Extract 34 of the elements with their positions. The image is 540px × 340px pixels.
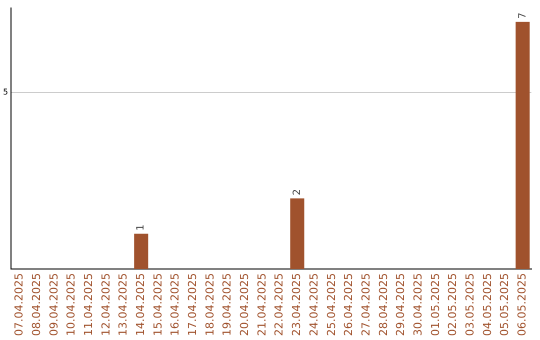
x-tick-label: 26.04.2025 — [342, 273, 356, 336]
x-tick-label: 06.05.2025 — [516, 273, 529, 336]
x-tick-label: 03.05.2025 — [464, 273, 476, 336]
x-tick-label: 11.04.2025 — [82, 273, 95, 336]
x-tick-label: 29.04.2025 — [394, 273, 408, 336]
x-tick-label: 25.04.2025 — [324, 273, 338, 336]
x-tick-label: 20.04.2025 — [238, 273, 252, 336]
x-tick-label: 04.05.2025 — [480, 273, 494, 336]
x-tick-label: 21.04.2025 — [255, 273, 268, 336]
x-tick-label: 09.04.2025 — [47, 273, 60, 336]
x-tick-label: 14.04.2025 — [134, 273, 148, 336]
x-tick-label: 27.04.2025 — [359, 273, 372, 336]
x-tick-label: 15.04.2025 — [151, 273, 164, 336]
data-label: 2 — [292, 189, 303, 196]
x-tick-label: 02.05.2025 — [446, 273, 460, 336]
x-tick-label: 17.04.2025 — [186, 273, 200, 336]
data-label: 1 — [136, 224, 147, 231]
x-tick-label: 24.04.2025 — [307, 273, 320, 336]
x-tick-label: 19.04.2025 — [220, 273, 234, 336]
x-tick-label: 13.04.2025 — [116, 273, 130, 336]
x-tick-label: 22.04.2025 — [272, 273, 286, 336]
x-tick-label: 07.04.2025 — [12, 273, 26, 336]
y-tick-label: 5 — [2, 88, 8, 97]
x-tick-label: 12.04.2025 — [99, 273, 112, 336]
x-tick-label: 30.04.2025 — [411, 273, 424, 336]
x-tick-label: 23.04.2025 — [290, 273, 304, 336]
data-label: 7 — [517, 12, 528, 19]
x-tick-label: 10.04.2025 — [64, 273, 78, 336]
x-tick-label: 01.05.2025 — [428, 273, 442, 336]
x-tick-label: 08.04.2025 — [30, 273, 43, 336]
x-tick-label: 28.04.2025 — [376, 273, 390, 336]
x-tick-label: 05.05.2025 — [498, 273, 512, 336]
x-tick-label: 18.04.2025 — [203, 273, 216, 336]
x-tick-label: 16.04.2025 — [168, 273, 182, 336]
